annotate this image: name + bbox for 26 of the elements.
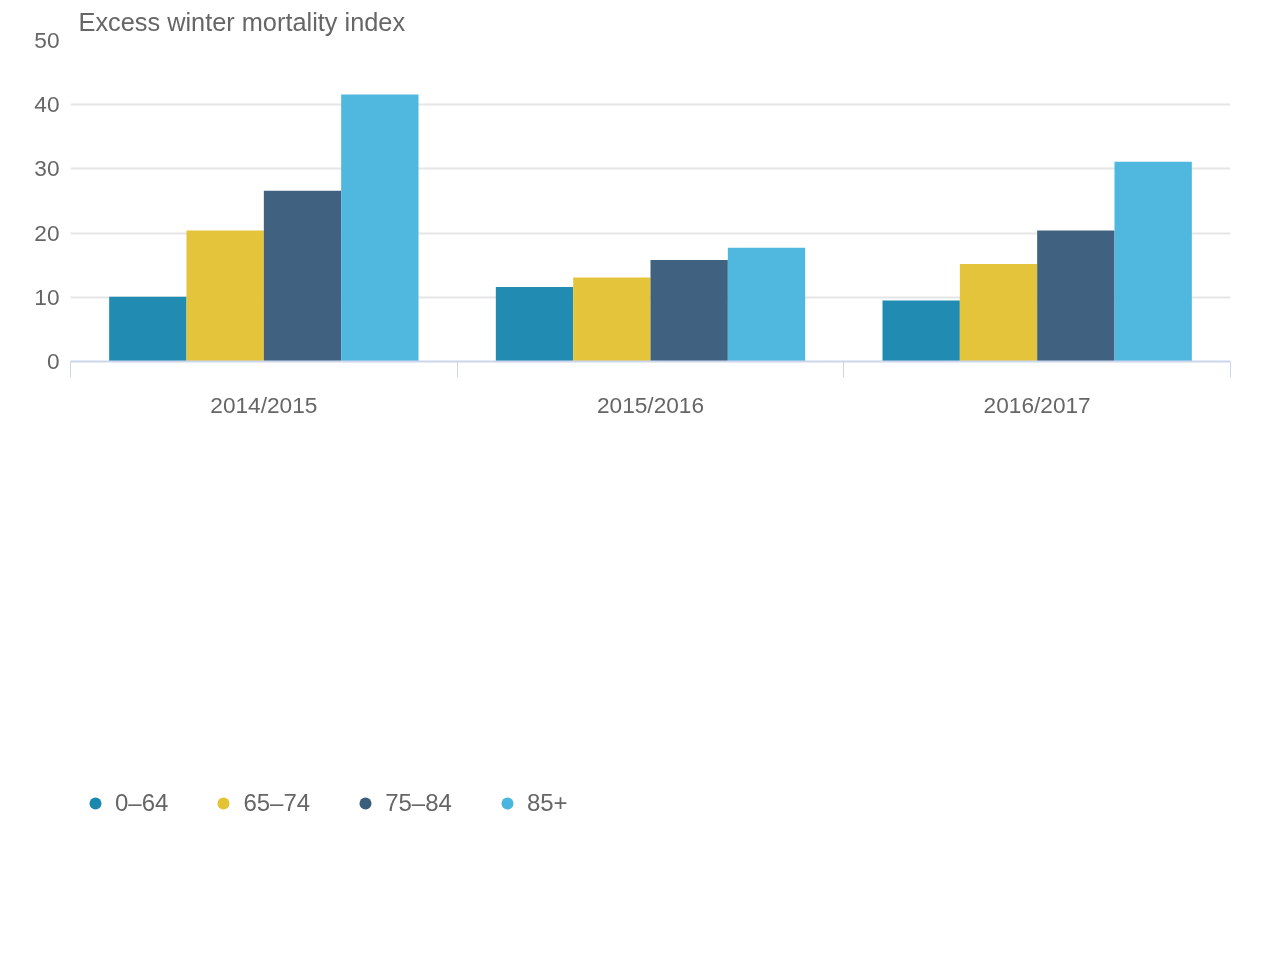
legend-label: 85+ [526,788,568,817]
bar [573,277,651,362]
x-tick-label: 2015/2016 [596,391,705,418]
y-tick-label: 30 [34,155,60,182]
x-tick-label: 2016/2017 [983,391,1091,418]
bar [882,300,960,362]
bar [1037,230,1115,362]
legend-label: 65–74 [243,788,311,817]
y-tick-label: 0 [46,348,60,374]
y-tick-label: 40 [34,91,60,118]
y-tick-label: 20 [34,219,60,246]
y-tick-label: 50 [34,27,60,53]
legend-label: 0–64 [115,788,169,817]
bar [727,247,806,362]
bar [341,94,419,362]
x-tick-label: 2014/2015 [210,391,318,418]
bar [959,263,1038,362]
legend-label: 75–84 [385,788,452,817]
bar [650,260,728,362]
bar [186,230,264,362]
bar [1114,161,1192,362]
bar [109,296,187,362]
bar [263,190,342,362]
bar [495,287,574,362]
y-axis-title: Excess winter mortality index [78,7,406,36]
y-tick-label: 10 [34,283,60,310]
